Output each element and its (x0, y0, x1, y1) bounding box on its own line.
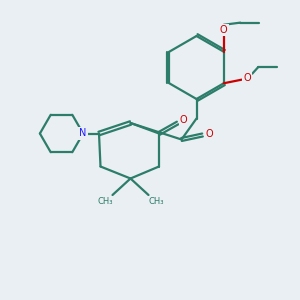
Text: CH₃: CH₃ (148, 197, 164, 206)
Text: O: O (243, 73, 251, 83)
Text: O: O (205, 129, 213, 140)
Text: O: O (220, 25, 228, 35)
Text: CH₃: CH₃ (97, 197, 113, 206)
Text: N: N (80, 128, 87, 139)
Text: O: O (180, 115, 188, 125)
